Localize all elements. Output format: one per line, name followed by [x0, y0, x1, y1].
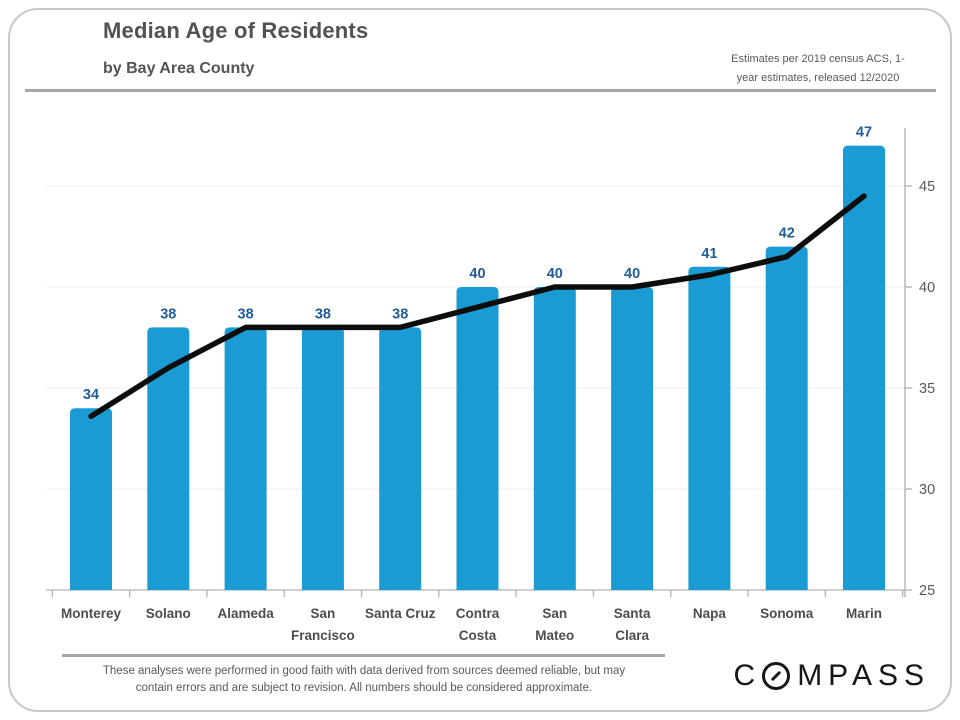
- value-label-monterey: 34: [83, 387, 99, 403]
- value-label-solano: 38: [160, 306, 176, 322]
- category-label-contra-costa: Contra Costa: [456, 606, 500, 643]
- category-label-santa-clara: Santa Clara: [614, 606, 651, 643]
- disclaimer-line2: contain errors and are subject to revisi…: [135, 682, 593, 695]
- category-label-alameda: Alameda: [217, 606, 274, 621]
- value-label-napa: 41: [701, 246, 717, 262]
- page-subtitle: by Bay Area County: [103, 60, 255, 77]
- source-note-line1: Estimates per 2019 census ACS, 1-: [731, 53, 905, 65]
- bar-marin: [843, 145, 885, 590]
- bar-sonoma: [765, 246, 808, 590]
- y-axis-label-45: 45: [919, 179, 935, 195]
- bar-solano: [147, 327, 190, 590]
- value-label-sonoma: 42: [779, 226, 795, 242]
- bar-napa: [688, 266, 731, 590]
- trend-line: [88, 193, 867, 420]
- category-label-monterey: Monterey: [61, 606, 122, 621]
- value-label-santa-cruz: 38: [392, 306, 408, 322]
- compass-logo-letter-c: C: [733, 659, 762, 692]
- value-label-san-francisco: 38: [315, 306, 331, 322]
- y-axis-label-25: 25: [919, 583, 935, 599]
- bar-san-francisco: [301, 327, 344, 590]
- value-label-santa-clara: 40: [624, 266, 640, 282]
- category-label-napa: Napa: [693, 606, 727, 621]
- compass-o-needle-icon: [762, 662, 791, 690]
- value-label-alameda: 38: [238, 306, 254, 322]
- bar-contra-costa: [456, 287, 499, 590]
- header-divider: [25, 89, 936, 92]
- category-label-santa-cruz: Santa Cruz: [365, 606, 436, 621]
- bar-santa-clara: [611, 287, 654, 590]
- y-axis-label-35: 35: [919, 381, 935, 397]
- category-label-sonoma: Sonoma: [760, 606, 814, 621]
- page-title: Median Age of Residents: [103, 18, 369, 43]
- category-label-san-mateo: San Mateo: [535, 606, 574, 643]
- disclaimer-text: These analyses were performed in good fa…: [60, 663, 668, 698]
- value-label-marin: 47: [856, 125, 872, 141]
- category-label-san-francisco: San Francisco: [291, 606, 355, 643]
- value-label-contra-costa: 40: [469, 266, 485, 282]
- disclaimer-line1: These analyses were performed in good fa…: [102, 665, 626, 677]
- median-age-chart: 34 Monterey 38 Solano 38 Alameda 38 San Francisc…: [46, 125, 935, 643]
- category-label-solano: Solano: [146, 606, 191, 621]
- bar-alameda: [224, 327, 267, 590]
- y-axis-label-30: 30: [919, 482, 935, 498]
- category-label-marin: Marin: [846, 606, 882, 621]
- source-note: Estimates per 2019 census ACS, 1- year e…: [696, 50, 940, 87]
- bar-santa-cruz: [379, 327, 422, 590]
- y-axis-label-40: 40: [919, 280, 935, 296]
- compass-logo: C MPASS: [734, 659, 930, 693]
- value-label-san-mateo: 40: [547, 266, 563, 282]
- bar-monterey: [70, 408, 112, 590]
- footer-divider: [62, 654, 665, 657]
- source-note-line2: year estimates, released 12/2020: [736, 71, 900, 84]
- compass-logo-letters: MPASS: [797, 659, 930, 692]
- bar-san-mateo: [533, 287, 576, 590]
